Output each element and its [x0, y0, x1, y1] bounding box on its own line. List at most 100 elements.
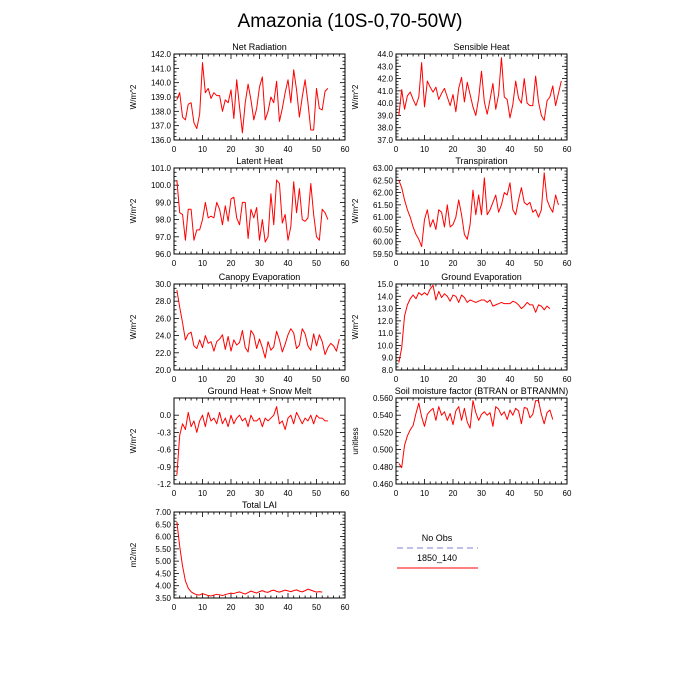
y-tick-label: 8.0 [382, 366, 394, 375]
series-line-ground-evaporation [398, 284, 551, 363]
x-tick-label: 20 [449, 489, 458, 498]
panel-ground-evaporation: Ground Evaporation W/m^2 0 10 20 30 40 50 60 8.0 9… [351, 272, 572, 384]
y-axis-label: W/m^2 [129, 314, 138, 339]
y-tick-label: 24.0 [155, 332, 171, 341]
y-axis-label: W/m^2 [351, 84, 360, 109]
x-tick-label: 0 [172, 145, 177, 154]
x-tick-label: 40 [506, 489, 515, 498]
y-tick-label: 11.0 [378, 329, 394, 338]
y-tick-label: 4.50 [155, 569, 171, 578]
x-tick-label: 60 [563, 375, 572, 384]
y-tick-label: 100.0 [151, 181, 172, 190]
figure-title: Amazonia (10S-0,70-50W) [238, 11, 463, 32]
y-tick-label: 60.50 [373, 225, 394, 234]
y-tick-label: 38.0 [377, 124, 393, 133]
x-tick-label: 0 [394, 375, 399, 384]
x-tick-label: 40 [284, 489, 293, 498]
x-tick-label: 50 [534, 259, 543, 268]
x-tick-label: 50 [312, 603, 321, 612]
y-tick-label: 138.0 [151, 107, 172, 116]
panel-title: Canopy Evaporation [219, 272, 301, 282]
y-tick-label: 3.50 [155, 594, 171, 603]
x-tick-label: 20 [227, 145, 236, 154]
x-tick-label: 50 [312, 259, 321, 268]
x-tick-label: 60 [341, 145, 350, 154]
x-tick-label: 30 [477, 145, 486, 154]
y-tick-label: 0.460 [373, 480, 394, 489]
legend-model-label: 1850_140 [417, 553, 457, 563]
y-tick-label: 41.0 [377, 87, 393, 96]
x-tick-label: 10 [198, 375, 207, 384]
y-tick-label: 136.0 [151, 136, 172, 145]
y-tick-label: 5.50 [155, 545, 171, 554]
y-tick-label: 4.00 [155, 582, 171, 591]
x-tick-label: 50 [534, 145, 543, 154]
y-tick-label: 10.0 [377, 341, 393, 350]
y-tick-label: 59.50 [373, 250, 394, 259]
panel-ground-heat-snow-melt: Ground Heat + Snow Melt W/m^2 0 10 20 30 40 50 6… [129, 386, 350, 498]
x-tick-label: 20 [227, 375, 236, 384]
x-tick-label: 0 [172, 375, 177, 384]
y-tick-label: 0.520 [373, 428, 394, 437]
y-tick-label: 96.0 [155, 250, 171, 259]
y-tick-label: 9.0 [382, 354, 394, 363]
y-tick-label: 98.0 [155, 216, 171, 225]
y-tick-label: -0.9 [157, 463, 171, 472]
y-tick-label: 26.0 [155, 314, 171, 323]
x-tick-label: 0 [394, 489, 399, 498]
panel-latent-heat: Latent Heat W/m^2 0 10 20 30 40 50 60 96.0 97.0 98.… [129, 156, 350, 268]
y-tick-label: 37.0 [377, 136, 393, 145]
x-tick-label: 50 [534, 375, 543, 384]
y-tick-label: 0.540 [373, 411, 394, 420]
panel-title: Net Radiation [232, 42, 287, 52]
y-tick-label: 0.500 [373, 446, 394, 455]
y-tick-label: 139.0 [151, 93, 172, 102]
panel-title: Ground Heat + Snow Melt [208, 386, 312, 396]
plot-frame [173, 397, 346, 485]
panels: Net Radiation W/m^2 0 10 20 30 40 50 60 136.0 137.… [129, 42, 572, 612]
x-tick-label: 0 [172, 603, 177, 612]
y-tick-label: 44.0 [377, 50, 393, 59]
y-axis-label: W/m^2 [129, 84, 138, 109]
x-tick-label: 20 [449, 145, 458, 154]
x-tick-label: 0 [394, 145, 399, 154]
x-tick-label: 60 [341, 259, 350, 268]
y-tick-label: 137.0 [151, 122, 172, 131]
y-tick-label: 142.0 [151, 50, 172, 59]
x-tick-label: 20 [449, 259, 458, 268]
x-tick-label: 10 [198, 603, 207, 612]
x-tick-label: 30 [255, 145, 264, 154]
y-axis-label: m2/m2 [129, 542, 138, 567]
x-tick-label: 10 [420, 259, 429, 268]
x-tick-label: 0 [172, 489, 177, 498]
series-line-latent-heat [176, 179, 329, 243]
panel-total-lai: Total LAI m2/m2 0 10 20 30 40 50 60 3.50 4.00 4.50 5… [129, 500, 350, 612]
plot-frame [173, 167, 346, 255]
x-tick-label: 30 [255, 259, 264, 268]
y-tick-label: 0.560 [373, 394, 394, 403]
panel-title: Total LAI [242, 500, 277, 510]
x-tick-label: 30 [255, 603, 264, 612]
x-tick-label: 40 [284, 375, 293, 384]
y-axis-label: unitless [351, 427, 360, 454]
x-tick-label: 50 [534, 489, 543, 498]
series-line-total-lai [176, 521, 323, 597]
x-tick-label: 10 [198, 259, 207, 268]
panel-canopy-evaporation: Canopy Evaporation W/m^2 0 10 20 30 40 50 60 20.0… [129, 272, 350, 384]
y-tick-label: -0.6 [157, 446, 171, 455]
legend: No Obs 1850_140 [397, 533, 478, 569]
x-tick-label: 40 [506, 145, 515, 154]
y-tick-label: 42.0 [377, 75, 393, 84]
y-tick-label: 39.0 [377, 111, 393, 120]
x-tick-label: 40 [284, 145, 293, 154]
x-tick-label: 40 [506, 375, 515, 384]
y-tick-label: 62.50 [373, 176, 394, 185]
plot-frame [173, 511, 346, 599]
x-tick-label: 50 [312, 375, 321, 384]
y-tick-label: 62.00 [373, 189, 394, 198]
x-tick-label: 0 [394, 259, 399, 268]
x-tick-label: 60 [341, 489, 350, 498]
y-axis-label: W/m^2 [351, 314, 360, 339]
y-tick-label: 15.0 [377, 280, 393, 289]
